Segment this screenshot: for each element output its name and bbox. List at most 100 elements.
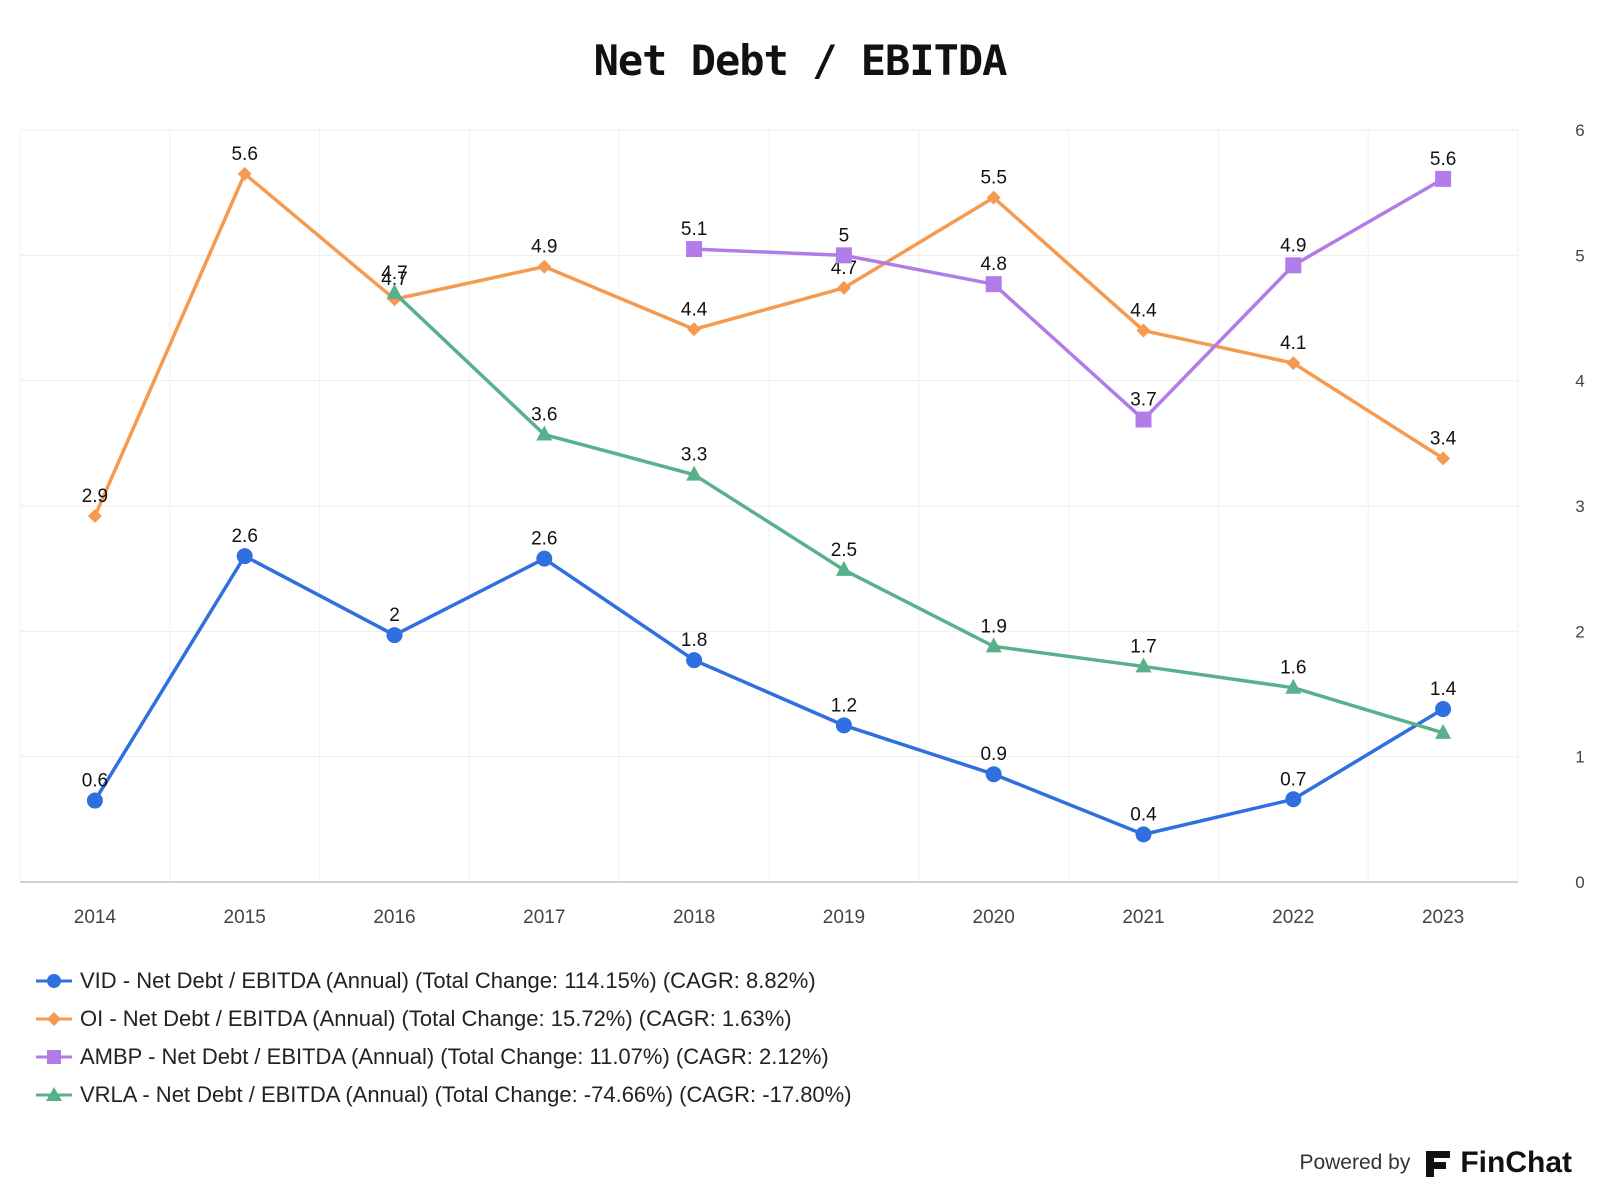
legend-marker — [47, 974, 61, 988]
y-tick-label: 6 — [1575, 121, 1584, 140]
data-label: 2.6 — [231, 526, 257, 547]
data-label: 3.4 — [1430, 428, 1457, 449]
powered-by-label: Powered by — [1299, 1151, 1411, 1174]
data-point[interactable] — [1435, 701, 1452, 718]
data-point[interactable] — [835, 247, 852, 264]
series-line-1 — [93, 172, 1445, 517]
data-point[interactable] — [1135, 826, 1152, 843]
x-tick-label: 2020 — [973, 907, 1015, 928]
series-line-0 — [93, 554, 1445, 837]
chart-title: Net Debt / EBITDA — [593, 36, 1008, 85]
legend-swatch-triangle-icon — [36, 1087, 72, 1101]
data-point[interactable] — [537, 259, 552, 274]
data-point[interactable] — [87, 509, 102, 524]
data-label: 4.1 — [1280, 333, 1306, 354]
x-tick-label: 2015 — [224, 907, 266, 928]
legend-item[interactable]: OI - Net Debt / EBITDA (Annual) (Total C… — [36, 1000, 852, 1038]
data-point[interactable] — [1435, 723, 1452, 739]
legend-label: VRLA - Net Debt / EBITDA (Annual) (Total… — [80, 1082, 852, 1107]
legend-marker — [46, 1087, 62, 1101]
x-tick-label: 2019 — [823, 907, 865, 928]
data-point[interactable] — [686, 241, 703, 258]
data-point[interactable] — [1286, 356, 1301, 371]
data-label: 4.7 — [381, 269, 407, 290]
data-point[interactable] — [986, 190, 1001, 205]
data-point[interactable] — [686, 465, 703, 481]
data-label: 1.2 — [831, 695, 857, 716]
x-tick-label: 2021 — [1122, 907, 1164, 928]
data-label: 4.9 — [1280, 235, 1306, 256]
finchat-logo-icon — [1426, 1151, 1451, 1177]
data-label: 1.6 — [1280, 658, 1306, 679]
data-label: 3.6 — [531, 405, 557, 426]
data-label: 5 — [839, 225, 850, 246]
legend-swatch-square-icon — [36, 1050, 72, 1064]
legend-label: VID - Net Debt / EBITDA (Annual) (Total … — [80, 968, 816, 993]
legend-marker — [47, 1050, 61, 1064]
data-point[interactable] — [536, 550, 553, 567]
chart-legend: VID - Net Debt / EBITDA (Annual) (Total … — [36, 962, 852, 1114]
data-label: 3.3 — [681, 445, 707, 466]
data-point[interactable] — [1285, 257, 1302, 274]
data-point[interactable] — [236, 548, 253, 565]
legend-swatch-diamond-icon — [36, 1012, 72, 1026]
y-tick-label: 3 — [1575, 497, 1584, 516]
legend-marker — [47, 1012, 61, 1026]
data-label: 0.6 — [82, 771, 108, 792]
data-label: 5.6 — [1430, 149, 1456, 170]
series-line-3 — [393, 291, 1444, 735]
data-point[interactable] — [386, 627, 403, 644]
data-label: 2.9 — [82, 486, 108, 507]
footer: Powered by FinChat — [1299, 1146, 1572, 1180]
data-label: 1.7 — [1130, 636, 1156, 657]
data-point[interactable] — [835, 560, 852, 576]
data-point[interactable] — [1436, 451, 1451, 466]
data-label: 4.4 — [681, 299, 708, 320]
data-label: 3.7 — [1130, 390, 1156, 411]
data-label: 4.7 — [381, 263, 407, 284]
data-point[interactable] — [985, 276, 1002, 293]
data-point[interactable] — [1285, 791, 1302, 808]
y-tick-label: 4 — [1575, 372, 1584, 391]
data-point[interactable] — [687, 322, 702, 337]
data-point[interactable] — [1135, 657, 1152, 673]
data-point[interactable] — [836, 280, 851, 295]
x-tick-label: 2022 — [1272, 907, 1314, 928]
x-tick-label: 2023 — [1422, 907, 1464, 928]
y-tick-label: 2 — [1575, 622, 1584, 641]
data-point[interactable] — [1136, 323, 1151, 338]
data-label: 5.1 — [681, 219, 707, 240]
data-point[interactable] — [1135, 411, 1152, 428]
data-label: 5.6 — [231, 144, 257, 165]
x-tick-label: 2018 — [673, 907, 715, 928]
data-point[interactable] — [835, 717, 852, 734]
data-point[interactable] — [1285, 678, 1302, 694]
legend-label: OI - Net Debt / EBITDA (Annual) (Total C… — [80, 1006, 792, 1031]
data-point[interactable] — [86, 792, 103, 809]
data-point[interactable] — [985, 637, 1002, 653]
legend-item[interactable]: VID - Net Debt / EBITDA (Annual) (Total … — [36, 962, 852, 1000]
legend-item[interactable]: VRLA - Net Debt / EBITDA (Annual) (Total… — [36, 1076, 852, 1114]
data-point[interactable] — [237, 166, 252, 181]
y-tick-label: 0 — [1575, 873, 1584, 892]
data-label: 0.7 — [1280, 769, 1306, 790]
data-label: 0.4 — [1130, 804, 1157, 825]
x-tick-label: 2014 — [74, 907, 117, 928]
data-point[interactable] — [1435, 170, 1452, 187]
data-label: 0.9 — [980, 744, 1006, 765]
data-label: 2.6 — [531, 529, 557, 550]
data-point[interactable] — [985, 766, 1002, 783]
data-point[interactable] — [536, 425, 553, 441]
series-line-2 — [694, 177, 1444, 422]
data-label: 1.4 — [1430, 679, 1457, 700]
x-tick-label: 2017 — [523, 907, 565, 928]
data-label: 5.5 — [980, 168, 1006, 189]
legend-item[interactable]: AMBP - Net Debt / EBITDA (Annual) (Total… — [36, 1038, 852, 1076]
chart-plot-area: 0 1 2 3 4 5 6 2014 2015 2016 2017 2018 2019 2020 2021 2… — [19, 121, 1585, 928]
data-label: 4.8 — [980, 254, 1006, 275]
data-point[interactable] — [686, 652, 703, 669]
brand-name: FinChat — [1460, 1146, 1572, 1179]
data-point[interactable] — [386, 283, 403, 299]
data-label: 1.9 — [980, 616, 1006, 637]
data-label: 2 — [389, 605, 400, 626]
